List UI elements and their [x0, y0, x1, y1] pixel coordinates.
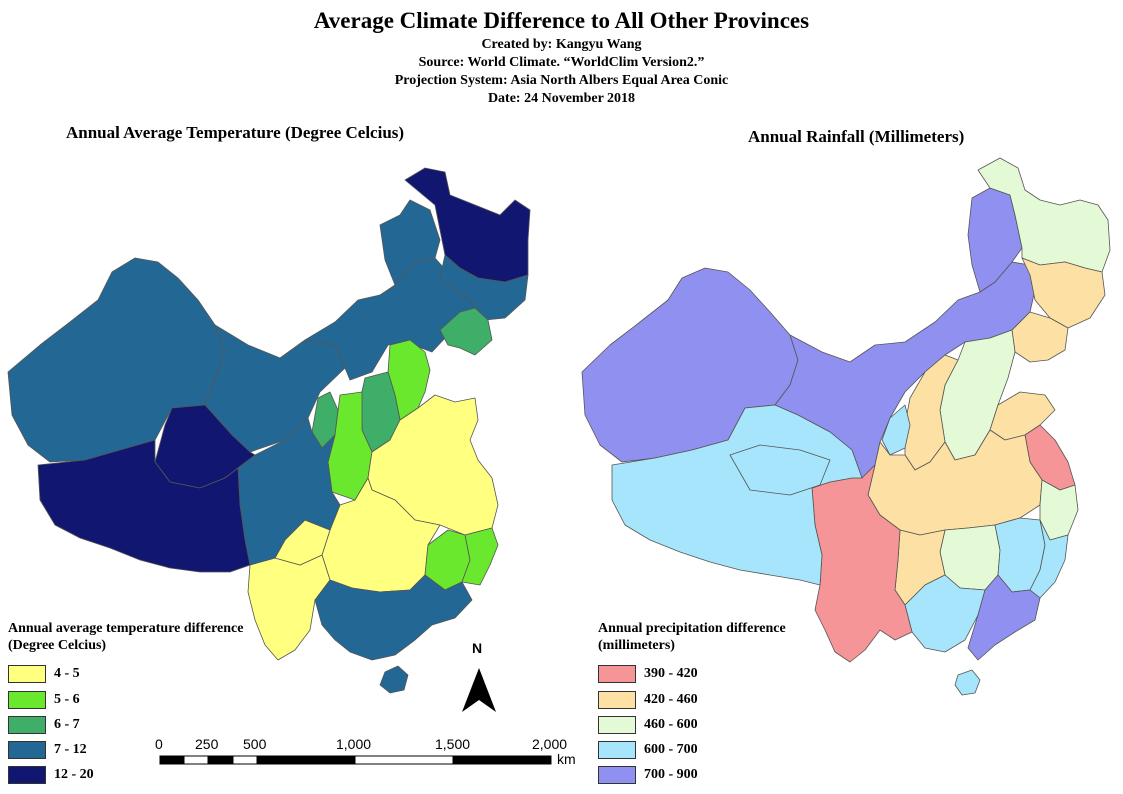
rain-hainan	[954, 669, 981, 696]
region-jilin	[439, 254, 529, 321]
legend-label: 12 - 20	[54, 767, 94, 782]
legend-label: 4 - 5	[54, 666, 80, 681]
legend-title-line: (Degree Celcius)	[8, 638, 107, 653]
temperature-map-title: Annual Average Temperature (Degree Celci…	[66, 123, 405, 142]
rain-liaoning	[1011, 311, 1069, 363]
scale-tick: 500	[243, 736, 267, 752]
legend-label: 420 - 460	[644, 692, 698, 707]
legend-label: 7 - 12	[54, 742, 87, 757]
legend-title-line: Annual average temperature difference	[8, 621, 244, 636]
scale-tick: 1,500	[435, 736, 471, 752]
rain-fujian	[1029, 519, 1069, 599]
scale-tick: 250	[195, 736, 219, 752]
region-fujian	[461, 527, 499, 586]
legend-swatch	[8, 691, 46, 709]
credit-source: Source: World Climate. “WorldClim Versio…	[418, 55, 705, 70]
legend-swatch	[8, 716, 46, 734]
legend-swatch	[8, 741, 46, 759]
rain-qinghai-inner	[729, 444, 831, 496]
legend-swatch	[598, 665, 636, 683]
region-hainan	[379, 665, 409, 694]
legend-swatch	[598, 741, 636, 759]
legend-swatch	[598, 691, 636, 709]
legend-swatch	[598, 716, 636, 734]
legend-title-line: (millimeters)	[598, 638, 675, 653]
rain-sichuan-yunnan	[811, 464, 913, 663]
region-south-coast	[314, 574, 473, 661]
scale-tick: 2,000	[532, 736, 568, 752]
credit-projection: Projection System: Asia North Albers Equ…	[394, 73, 729, 88]
legend-swatch	[8, 665, 46, 683]
north-label: N	[472, 640, 483, 656]
scale-tick: 0	[155, 736, 163, 752]
region-north-strip	[379, 199, 441, 286]
rainfall-map	[581, 157, 1111, 696]
region-liaoning	[439, 307, 493, 356]
legend-swatch	[8, 766, 46, 784]
rain-jilin	[1021, 257, 1106, 329]
legend-label: 5 - 6	[54, 692, 80, 707]
legend-label: 390 - 420	[644, 666, 698, 681]
rainfall-map-title: Annual Rainfall (Millimeters)	[748, 127, 965, 146]
north-arrow-icon	[462, 668, 496, 712]
rain-ningxia	[881, 404, 911, 456]
map-title: Average Climate Difference to All Other …	[313, 8, 810, 33]
temperature-legend-title: Annual average temperature difference (D…	[8, 620, 243, 654]
rain-heilongjiang	[977, 157, 1111, 273]
legend-swatch	[598, 766, 636, 784]
credit-date: Date: 24 November 2018	[487, 91, 636, 106]
legend-label: 6 - 7	[54, 717, 80, 732]
temperature-map	[7, 167, 531, 694]
legend-label: 460 - 600	[644, 717, 698, 732]
scale-bar	[159, 755, 552, 765]
scale-unit: km	[557, 751, 576, 767]
credit-author: Created by: Kangyu Wang	[481, 37, 642, 52]
legend-title-line: Annual precipitation difference	[598, 621, 786, 636]
region-tibet	[37, 439, 251, 573]
rain-guangdong	[967, 574, 1041, 661]
region-heilongjiang	[404, 167, 531, 283]
scale-tick: 1,000	[336, 736, 372, 752]
rainfall-legend-title: Annual precipitation difference (millime…	[598, 620, 786, 654]
legend-label: 600 - 700	[644, 742, 698, 757]
legend-label: 700 - 900	[644, 767, 698, 782]
